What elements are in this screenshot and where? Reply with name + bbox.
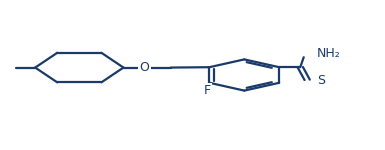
Text: F: F	[204, 84, 211, 98]
Text: O: O	[140, 61, 149, 74]
Text: NH₂: NH₂	[316, 47, 340, 60]
Text: S: S	[317, 74, 325, 87]
